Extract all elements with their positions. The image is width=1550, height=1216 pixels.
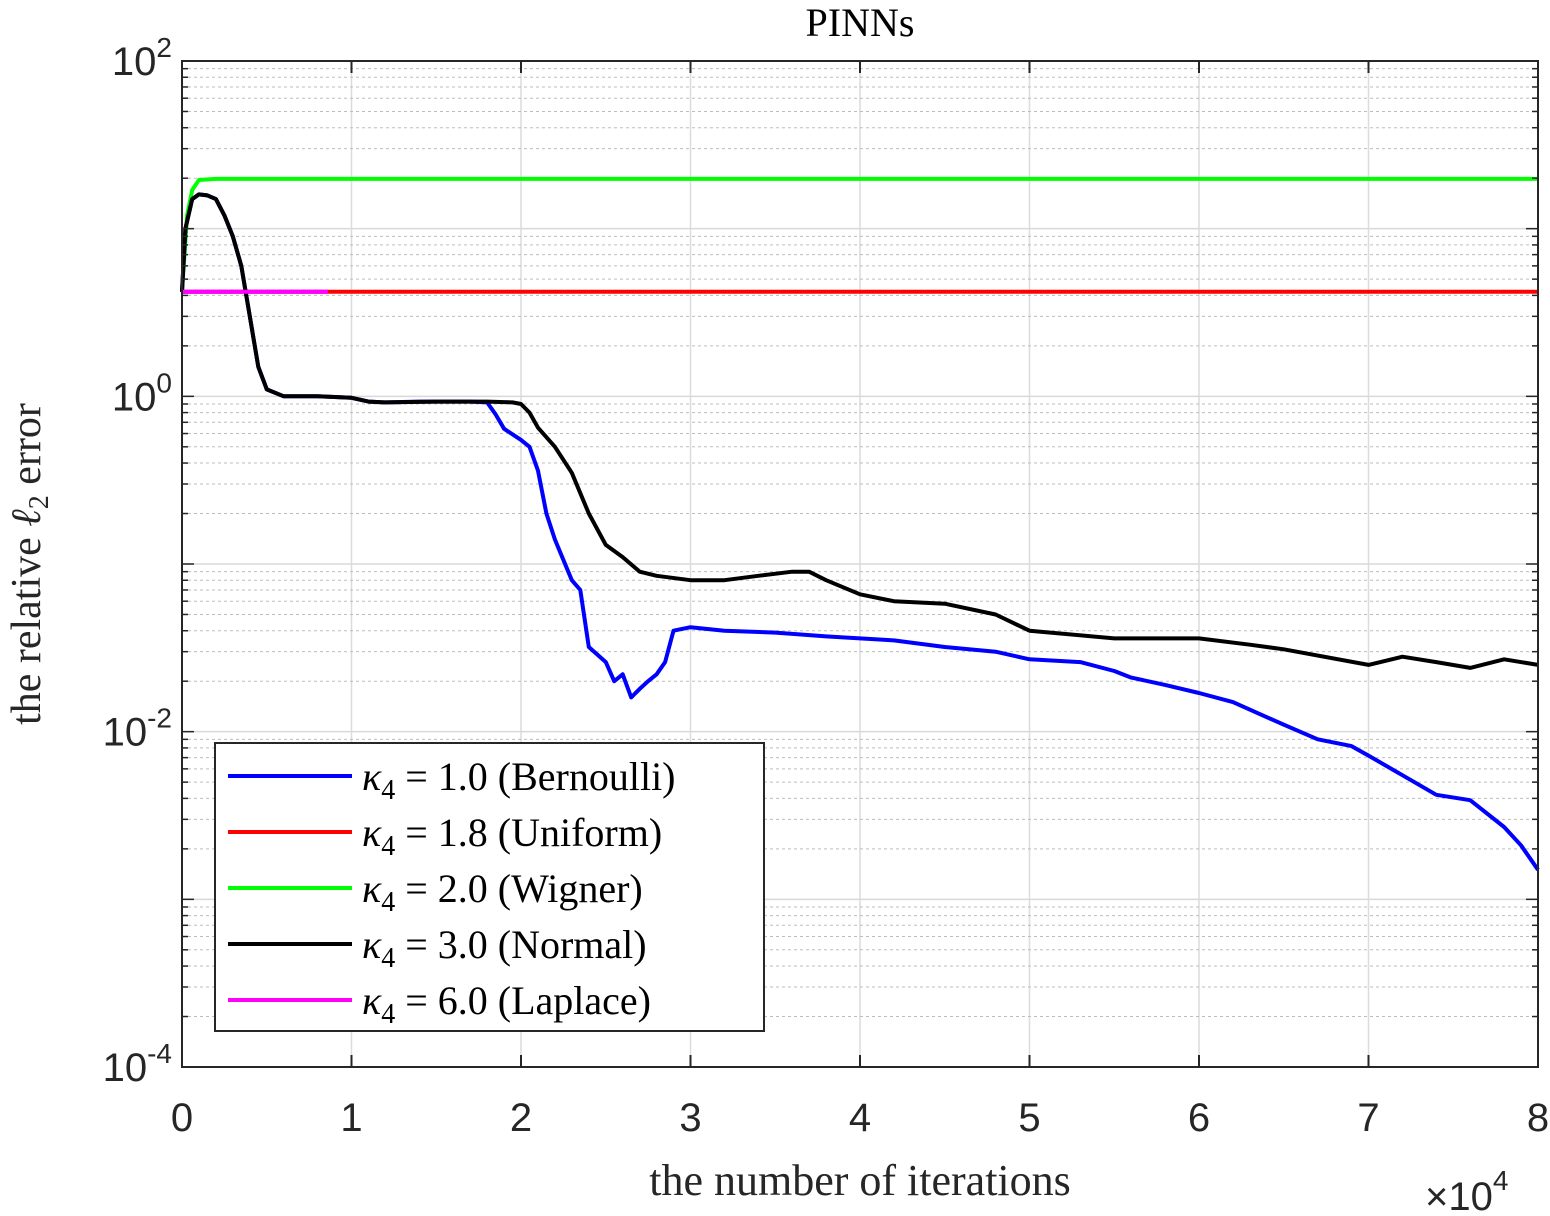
x-tick-label: 0 xyxy=(171,1096,193,1140)
x-tick-label: 1 xyxy=(340,1096,362,1140)
x-tick-label: 4 xyxy=(849,1096,871,1140)
axis-ticks xyxy=(181,60,1539,1068)
legend: κ4 = 1.0 (Bernoulli)κ4 = 1.8 (Uniform)κ4… xyxy=(214,742,765,1032)
y-tick-label: 100 xyxy=(112,367,172,419)
y-tick-label: 102 xyxy=(112,32,172,84)
y-label-subscript: 2 xyxy=(24,495,55,509)
x-axis-multiplier: ×104 xyxy=(1425,1165,1508,1216)
legend-label: κ4 = 6.0 (Laplace) xyxy=(362,978,651,1030)
x-tick-label: 8 xyxy=(1527,1096,1549,1140)
series-line-normal xyxy=(180,192,1539,670)
x-tick-label: 3 xyxy=(679,1096,701,1140)
y-label-prefix: the relative xyxy=(4,527,50,725)
x-tick-label: 2 xyxy=(510,1096,532,1140)
grid-lines xyxy=(181,61,1539,1068)
legend-label: κ4 = 3.0 (Normal) xyxy=(362,922,647,974)
y-tick-label: 10-4 xyxy=(103,1038,172,1090)
y-label-suffix: error xyxy=(4,403,50,495)
legend-label: κ4 = 1.0 (Bernoulli) xyxy=(362,754,676,806)
x-axis-label: the number of iterations xyxy=(649,1156,1071,1205)
y-tick-labels: 102 100 10-2 10-4 xyxy=(103,32,172,1090)
x-tick-labels: 0 1 2 3 4 5 6 7 8 xyxy=(171,1096,1549,1140)
legend-label: κ4 = 2.0 (Wigner) xyxy=(362,866,643,918)
x-tick-label: 7 xyxy=(1357,1096,1379,1140)
x-tick-label: 5 xyxy=(1018,1096,1040,1140)
x-multiplier-exponent: 4 xyxy=(1493,1165,1509,1196)
y-tick-label: 10-2 xyxy=(103,703,172,755)
legend-label: κ4 = 1.8 (Uniform) xyxy=(362,810,662,862)
y-label-symbol: ℓ xyxy=(4,509,50,527)
series-layer xyxy=(180,176,1540,871)
chart-title: PINNs xyxy=(806,0,915,45)
y-axis-label: the relative ℓ2 error xyxy=(4,403,55,725)
x-tick-label: 6 xyxy=(1188,1096,1210,1140)
x-multiplier-base: ×10 xyxy=(1425,1175,1493,1216)
